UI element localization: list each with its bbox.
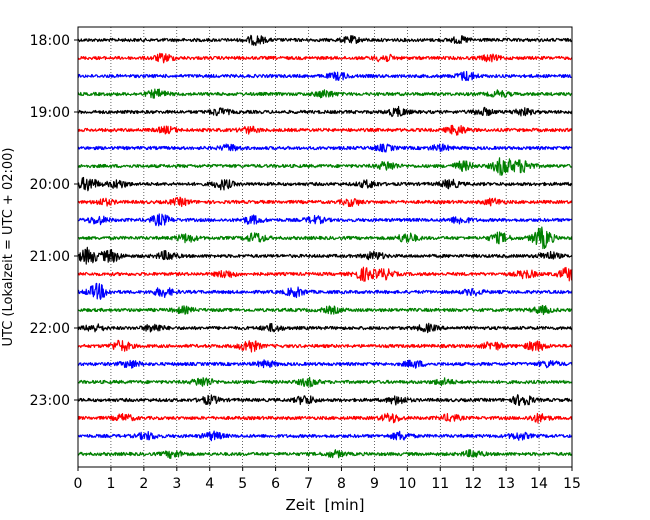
trace-2130: [77, 282, 573, 300]
trace-2330: [77, 430, 573, 442]
x-axis-title: Zeit [min]: [285, 496, 364, 514]
x-tick-label: 2: [139, 476, 148, 492]
y-axis-title: UTC (Lokalzeit = UTC + 02:00): [1, 148, 16, 347]
trace-2015: [77, 196, 573, 208]
trace-2000: [77, 176, 573, 192]
trace-1845: [77, 88, 573, 99]
trace-2030: [77, 213, 573, 227]
trace-2200: [77, 322, 573, 334]
trace-2315: [77, 412, 573, 424]
grid-lines: [110, 27, 540, 467]
y-axis-ticks: 18:00 19:00 20:00 21:00 22:00 23:00: [30, 33, 78, 409]
trace-2215: [77, 339, 573, 353]
trace-1900: [77, 105, 573, 118]
x-tick-label: 13: [497, 476, 515, 492]
trace-1945: [77, 157, 573, 176]
x-tick-label: 12: [464, 476, 482, 492]
trace-2245: [77, 376, 573, 388]
x-axis-ticks: 0 1 2 3 4 5 6 7 8 9 10 11 12 13 14 15: [74, 467, 581, 492]
seismic-traces: [77, 34, 573, 460]
x-tick-label: 0: [74, 476, 83, 492]
x-tick-label: 9: [370, 476, 379, 492]
x-tick-label: 1: [106, 476, 115, 492]
plot-frame: [77, 26, 573, 468]
trace-1815: [77, 52, 573, 64]
trace-2115: [77, 266, 573, 282]
trace-2100: [77, 246, 573, 265]
trace-2345: [77, 449, 573, 460]
x-tick-label: 6: [271, 476, 280, 492]
y-tick-label: 23:00: [30, 393, 70, 409]
y-tick-label: 19:00: [30, 105, 70, 121]
trace-2145: [77, 304, 573, 316]
x-tick-label: 3: [172, 476, 181, 492]
y-tick-label: 18:00: [30, 33, 70, 49]
x-tick-label: 14: [530, 476, 548, 492]
y-tick-label: 21:00: [30, 249, 70, 265]
x-tick-label: 8: [337, 476, 346, 492]
x-tick-label: 11: [431, 476, 449, 492]
x-tick-label: 10: [398, 476, 416, 492]
trace-2300: [77, 394, 573, 406]
trace-2045: [77, 226, 573, 250]
y-tick-label: 20:00: [30, 177, 70, 193]
x-tick-label: 7: [304, 476, 313, 492]
x-tick-label: 15: [563, 476, 581, 492]
trace-1830: [77, 70, 573, 82]
y-tick-label: 22:00: [30, 321, 70, 337]
trace-1800: [77, 34, 573, 47]
x-tick-label: 5: [238, 476, 247, 492]
trace-1930: [77, 143, 573, 153]
trace-1915: [77, 124, 573, 136]
x-tick-label: 4: [205, 476, 214, 492]
trace-2230: [77, 359, 573, 369]
